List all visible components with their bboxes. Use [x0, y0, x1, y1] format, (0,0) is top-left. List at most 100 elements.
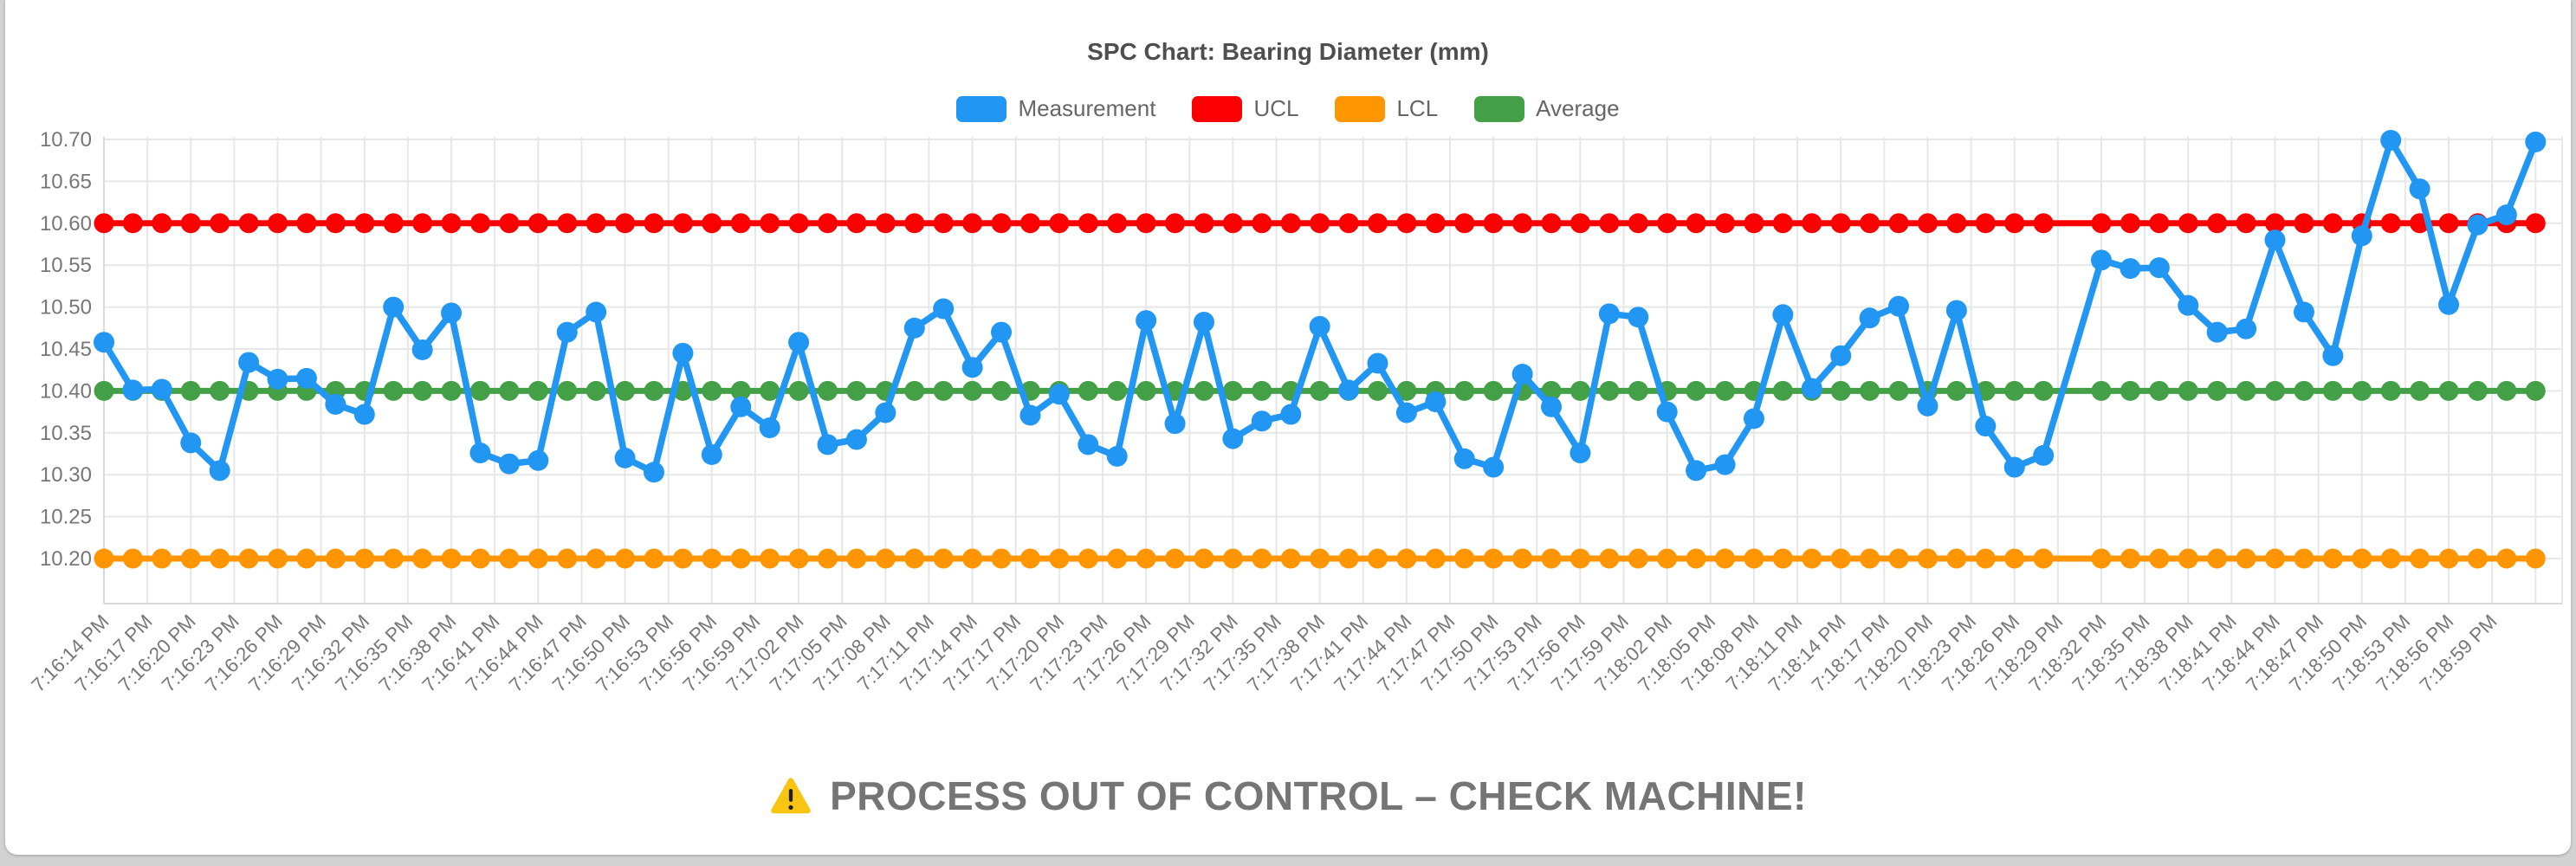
- measurement-point: [2293, 301, 2314, 323]
- average-point: [1715, 380, 1736, 401]
- measurement-point: [527, 449, 549, 471]
- measurement-point: [1541, 396, 1562, 417]
- average-point: [1860, 380, 1880, 401]
- average-point: [441, 380, 462, 401]
- measurement-point: [759, 417, 780, 438]
- lcl-point: [644, 548, 664, 569]
- average-point: [1628, 380, 1648, 401]
- ucl-point: [1512, 213, 1533, 234]
- measurement-point: [556, 321, 578, 343]
- ucl-point: [238, 213, 259, 234]
- measurement-point: [1048, 384, 1070, 405]
- lcl-point: [2091, 548, 2112, 569]
- lcl-point: [2004, 548, 2025, 569]
- measurement-point: [1019, 404, 1041, 426]
- ucl-point: [152, 213, 172, 234]
- ucl-point: [2178, 213, 2198, 234]
- average-point: [2265, 380, 2285, 401]
- average-point: [469, 380, 490, 401]
- measurement-point: [1395, 402, 1417, 423]
- lcl-point: [152, 548, 172, 569]
- average-point: [1396, 380, 1417, 401]
- lcl-point: [1165, 548, 1186, 569]
- measurement-point: [817, 434, 838, 456]
- measurement-point: [586, 301, 607, 323]
- legend-label: Measurement: [1018, 95, 1156, 121]
- lcl-point: [2322, 548, 2343, 569]
- ucl-point: [1772, 213, 1793, 234]
- measurement-point: [643, 462, 664, 483]
- lcl-point: [933, 548, 954, 569]
- lcl-point: [1252, 548, 1272, 569]
- average-point: [2410, 380, 2430, 401]
- average-point: [1454, 380, 1475, 401]
- lcl-point: [383, 548, 404, 569]
- ucl-point: [788, 213, 809, 234]
- measurement-point: [875, 402, 896, 423]
- y-axis-tick-label: 10.20: [40, 547, 92, 571]
- ucl-point: [2149, 213, 2170, 234]
- measurement-point: [1136, 310, 1157, 332]
- measurement-point: [1483, 456, 1505, 478]
- average-point: [760, 380, 780, 401]
- average-point: [557, 380, 578, 401]
- lcl-point: [210, 548, 230, 569]
- ucl-point: [875, 213, 896, 234]
- measurement-point: [2495, 204, 2517, 226]
- ucl-point: [1570, 213, 1590, 234]
- average-point: [1222, 380, 1243, 401]
- measurement-point: [2438, 294, 2460, 315]
- ucl-point: [2091, 213, 2112, 234]
- average-point: [2178, 380, 2198, 401]
- ucl-point: [1194, 213, 1214, 234]
- average-point: [1367, 380, 1388, 401]
- lcl-point: [1338, 548, 1359, 569]
- lcl-point: [1744, 548, 1764, 569]
- legend-item-average[interactable]: Average: [1474, 95, 1620, 122]
- ucl-point: [1019, 213, 1040, 234]
- measurement-point: [2380, 129, 2402, 151]
- average-point: [2120, 380, 2140, 401]
- ucl-point: [441, 213, 462, 234]
- average-point: [1830, 380, 1851, 401]
- lcl-point: [527, 548, 548, 569]
- legend-item-measurement[interactable]: Measurement: [956, 95, 1155, 122]
- lcl-point: [2265, 548, 2285, 569]
- average-point: [2322, 380, 2343, 401]
- legend-item-ucl[interactable]: UCL: [1192, 95, 1298, 122]
- ucl-point: [730, 213, 751, 234]
- lcl-point: [1019, 548, 1040, 569]
- ucl-point: [991, 213, 1012, 234]
- ucl-point: [469, 213, 490, 234]
- measurement-point: [295, 367, 317, 389]
- ucl-point: [2265, 213, 2285, 234]
- average-point: [1772, 380, 1793, 401]
- average-point: [1483, 380, 1504, 401]
- average-point: [412, 380, 433, 401]
- measurement-point: [2148, 257, 2170, 279]
- measurement-point: [903, 317, 925, 339]
- legend-item-lcl[interactable]: LCL: [1335, 95, 1438, 122]
- ucl-point: [412, 213, 433, 234]
- ucl-point: [1917, 213, 1938, 234]
- average-point: [1310, 380, 1330, 401]
- measurement-point: [2351, 225, 2372, 247]
- ucl-point: [1860, 213, 1880, 234]
- lcl-point: [1686, 548, 1706, 569]
- ucl-point: [672, 213, 693, 234]
- measurement-point: [1628, 307, 1649, 328]
- ucl-point: [122, 213, 143, 234]
- lcl-point: [2120, 548, 2140, 569]
- average-point: [846, 380, 867, 401]
- ucl-point: [296, 213, 317, 234]
- average-point: [2149, 380, 2170, 401]
- ucl-point: [1165, 213, 1186, 234]
- lcl-point: [2236, 548, 2256, 569]
- lcl-point: [1512, 548, 1533, 569]
- measurement-point: [1686, 460, 1707, 481]
- measurement-point: [2467, 214, 2489, 236]
- ucl-point: [586, 213, 606, 234]
- measurement-point: [2236, 318, 2257, 339]
- measurement-point: [1078, 434, 1099, 456]
- lcl-point: [1628, 548, 1648, 569]
